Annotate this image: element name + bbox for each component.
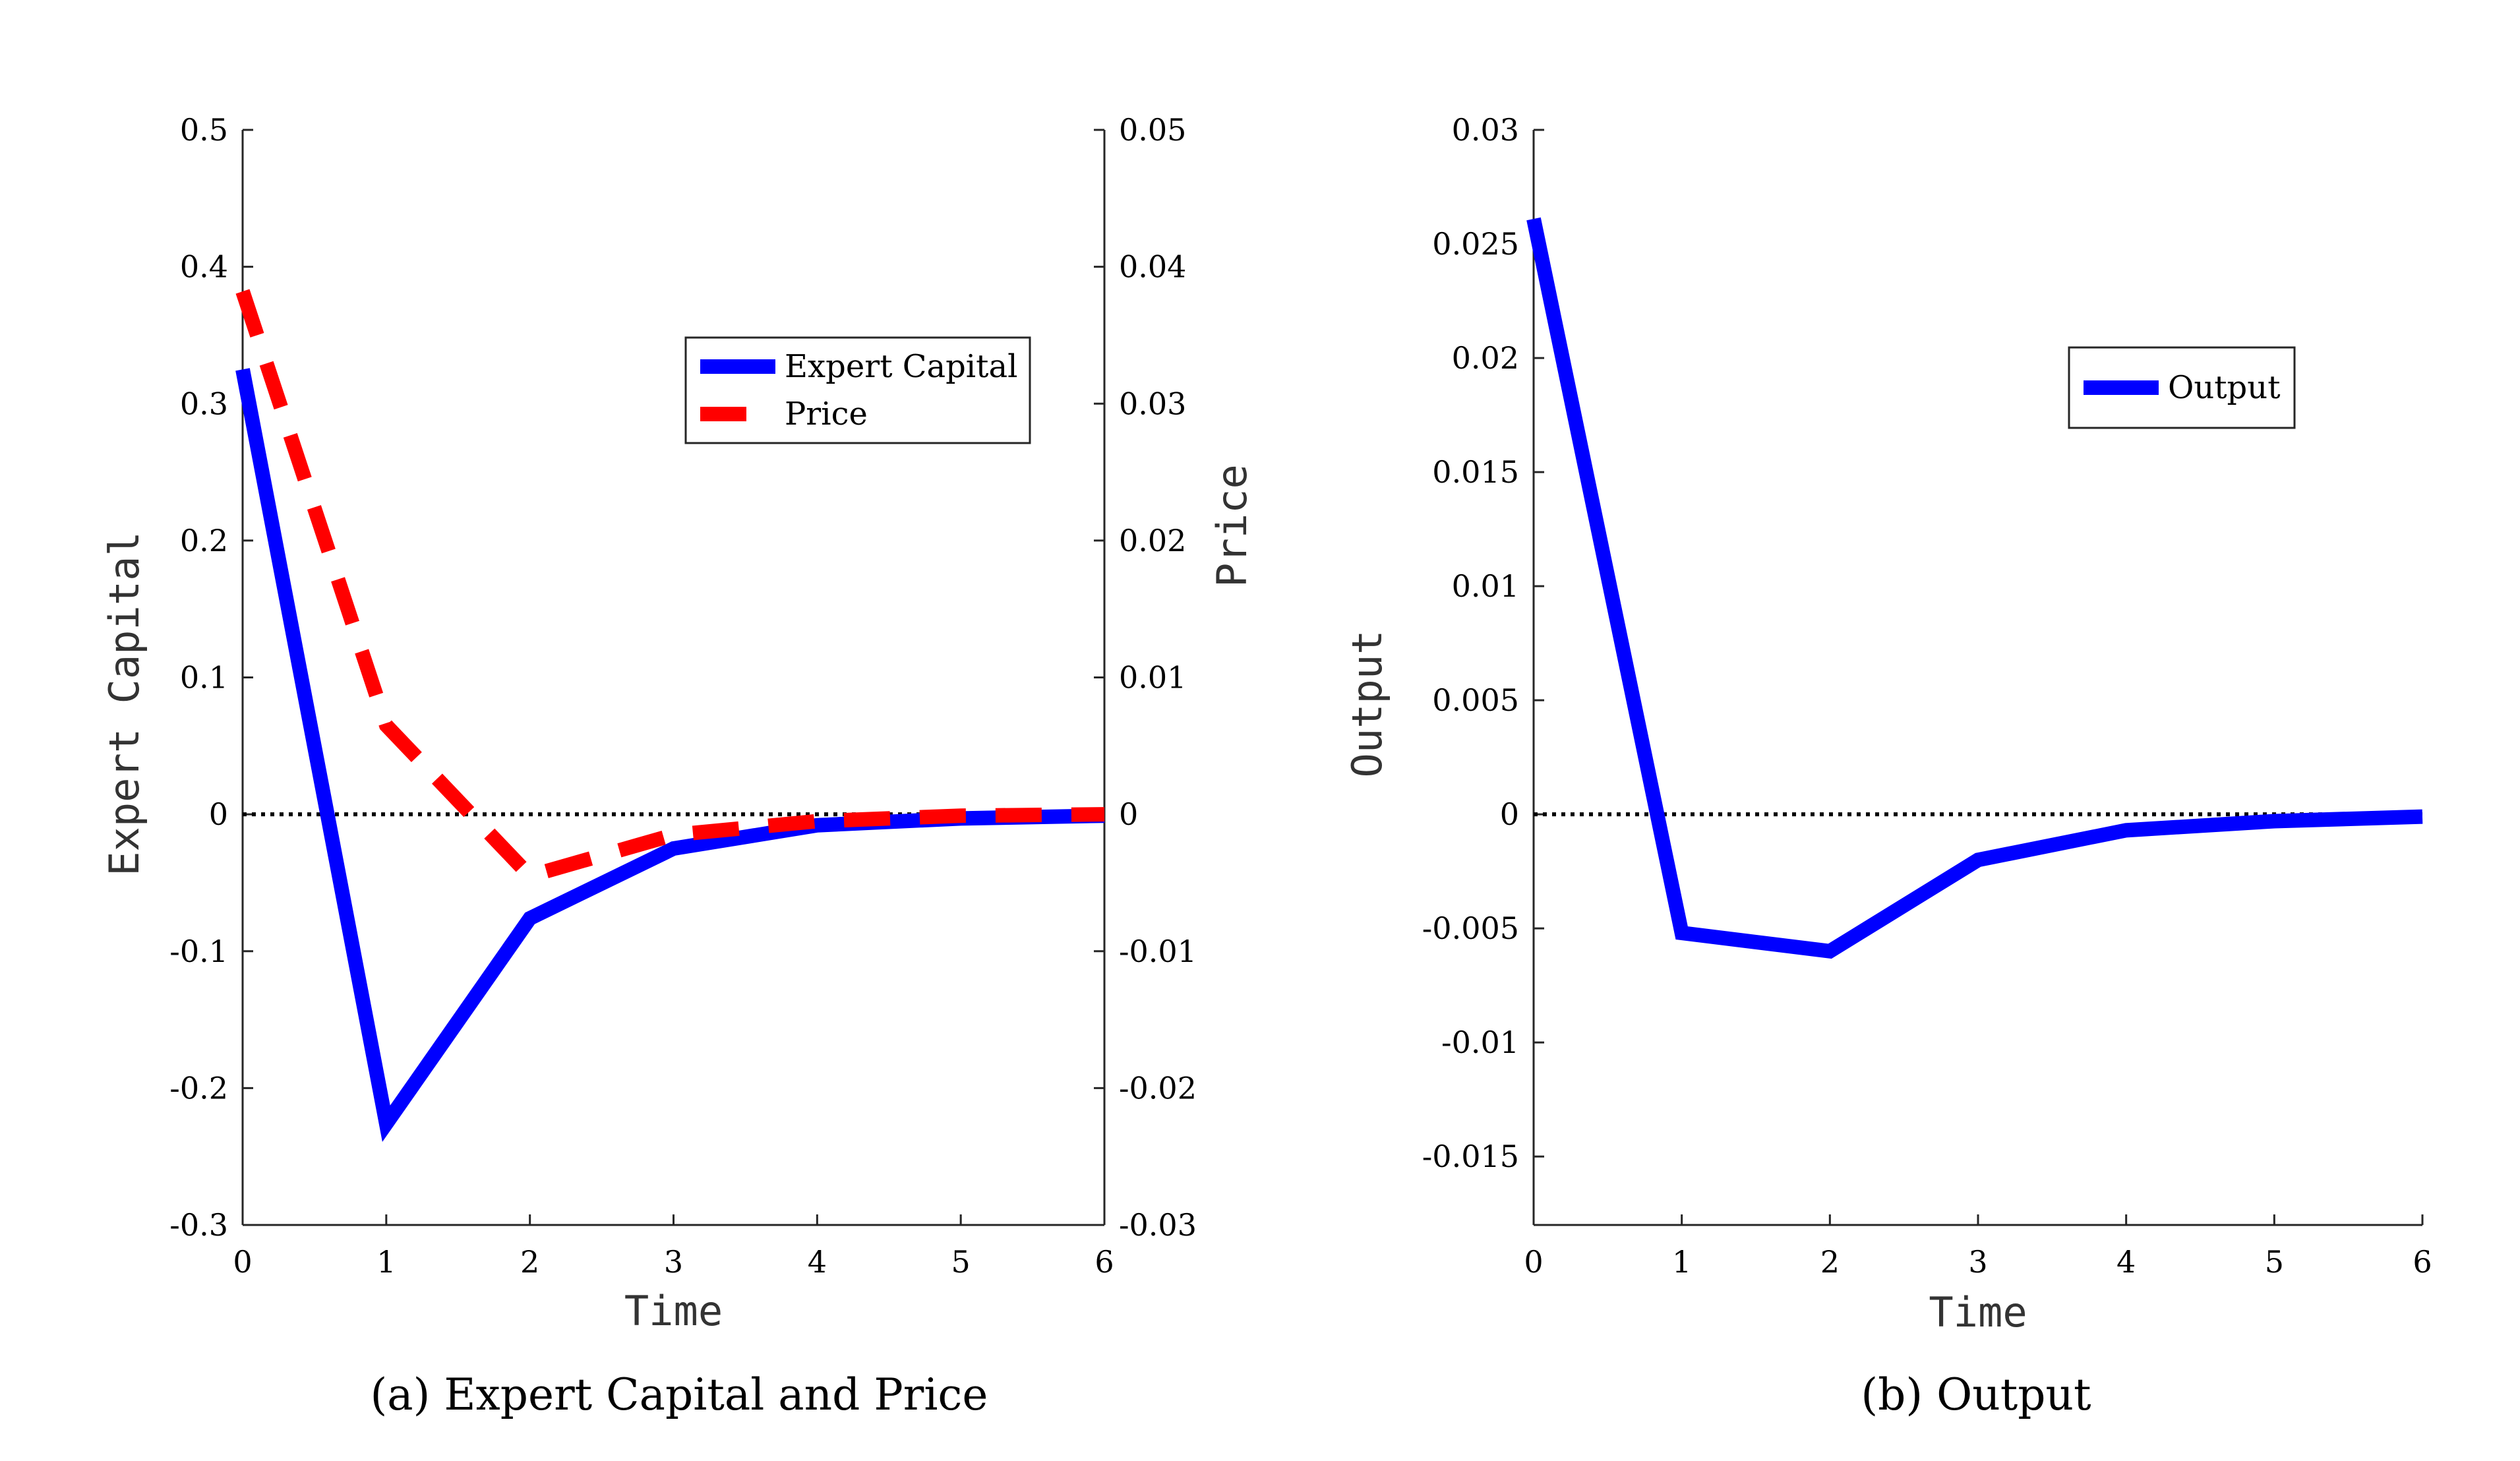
panel-a-x-tick-label: 1 [376, 1244, 396, 1280]
panel-b-series-output [1526, 217, 2423, 959]
panel-a-y-axis-label-right: Price [1208, 464, 1256, 587]
panel-a-y-tick-label: 0.3 [180, 386, 228, 421]
panel-b-y-axis-label: Output [1343, 630, 1391, 778]
panel-b-x-axis-label: Time [1929, 1288, 2027, 1336]
panel-a-x-tick-label: 2 [520, 1244, 539, 1280]
panel-a-y-tick-label: -0.3 [169, 1207, 228, 1243]
panel-a-series-price [235, 289, 1105, 884]
panel-b-x-tick-label: 4 [2116, 1244, 2136, 1280]
panel-a-y-tick-label-right: 0.03 [1119, 386, 1186, 421]
panel-b-x-tick-label: 2 [1820, 1244, 1840, 1280]
panel-b-y-tick-label: 0.025 [1432, 226, 1519, 262]
panel-b-x-tick-label: 5 [2265, 1244, 2284, 1280]
panel-b-y-tick-label: -0.005 [1422, 910, 1519, 946]
panel-a-legend-box [684, 336, 1031, 444]
panel-b-x-tick-label: 0 [1524, 1244, 1543, 1280]
panel-a-x-tick-label: 0 [233, 1244, 252, 1280]
panel-b-y-tick-label: 0.005 [1432, 682, 1519, 718]
panel-a-y-tick-label: 0 [209, 796, 228, 832]
panel-b-y-tick-label: -0.01 [1441, 1025, 1519, 1060]
panel-a-x-tick-label: 6 [1095, 1244, 1114, 1280]
panel-b-y-tick-label: 0.01 [1452, 568, 1519, 604]
panel-a-y-tick-label: 0.5 [180, 112, 228, 148]
panel-b-chart: 0 1 2 3 4 5 6 -0.015 -0.01 -0.005 0 0.005 0.01 0.015 0… [1343, 112, 2432, 1420]
panel-a-y-tick-label-right: 0.04 [1119, 249, 1186, 285]
panel-b-legend: Output [2068, 346, 2296, 429]
panel-a-chart: 0 1 2 3 4 5 6 -0.3 -0.2 -0.1 0 0.1 0.2 0.3 0.4 0.5 -0.03… [100, 112, 1256, 1420]
panel-b-caption: (b) Output [1861, 1369, 2091, 1420]
panel-b-y-tick-label: 0.015 [1432, 454, 1519, 490]
panel-a-y-axis-label: Expert Capital [100, 531, 148, 876]
panel-a-y-tick-label-right: 0 [1119, 796, 1138, 832]
panel-a-y-tick-label: -0.1 [169, 934, 228, 969]
panel-a-y-tick-label: -0.2 [169, 1070, 228, 1106]
panel-a-x-tick-label: 3 [664, 1244, 683, 1280]
panel-a-y-tick-label-right: -0.01 [1119, 934, 1197, 969]
panel-a-legend-label: Price [785, 396, 868, 432]
panel-a-x-tick-label: 5 [951, 1244, 971, 1280]
panel-a-y-tick-label: 0.1 [180, 660, 228, 696]
panel-b-y-tick-label: -0.015 [1422, 1139, 1519, 1174]
panel-a-y-tick-label: 0.2 [180, 523, 228, 558]
panel-a-x-tick-label: 4 [808, 1244, 827, 1280]
panel-b-legend-label: Output [2168, 369, 2280, 406]
panel-a-x-axis-label: Time [624, 1287, 723, 1335]
panel-b-y-tick-label: 0 [1500, 796, 1519, 832]
panel-b-x-tick-label: 1 [1672, 1244, 1691, 1280]
panel-a-y-tick-label-right: 0.02 [1119, 523, 1186, 558]
panel-a-legend-label: Expert Capital [785, 348, 1017, 385]
panel-b-y-tick-label: 0.03 [1452, 112, 1519, 148]
panel-a-y-tick-label-right: -0.02 [1119, 1070, 1197, 1106]
panel-a-y-tick-label-right: 0.01 [1119, 660, 1186, 696]
panel-a-series-expert-capital [235, 368, 1105, 1143]
panel-b-y-tick-label: 0.02 [1452, 340, 1519, 376]
panel-a-y-tick-label-right: -0.03 [1119, 1207, 1197, 1243]
panel-a-y-tick-label-right: 0.05 [1119, 112, 1186, 148]
panel-a-y-tick-label: 0.4 [180, 249, 228, 285]
panel-b-x-tick-label: 3 [1968, 1244, 1987, 1280]
panel-a-legend: Expert Capital Price [684, 336, 1031, 444]
panel-b-x-tick-label: 6 [2413, 1244, 2432, 1280]
panel-a-caption: (a) Expert Capital and Price [371, 1369, 988, 1420]
